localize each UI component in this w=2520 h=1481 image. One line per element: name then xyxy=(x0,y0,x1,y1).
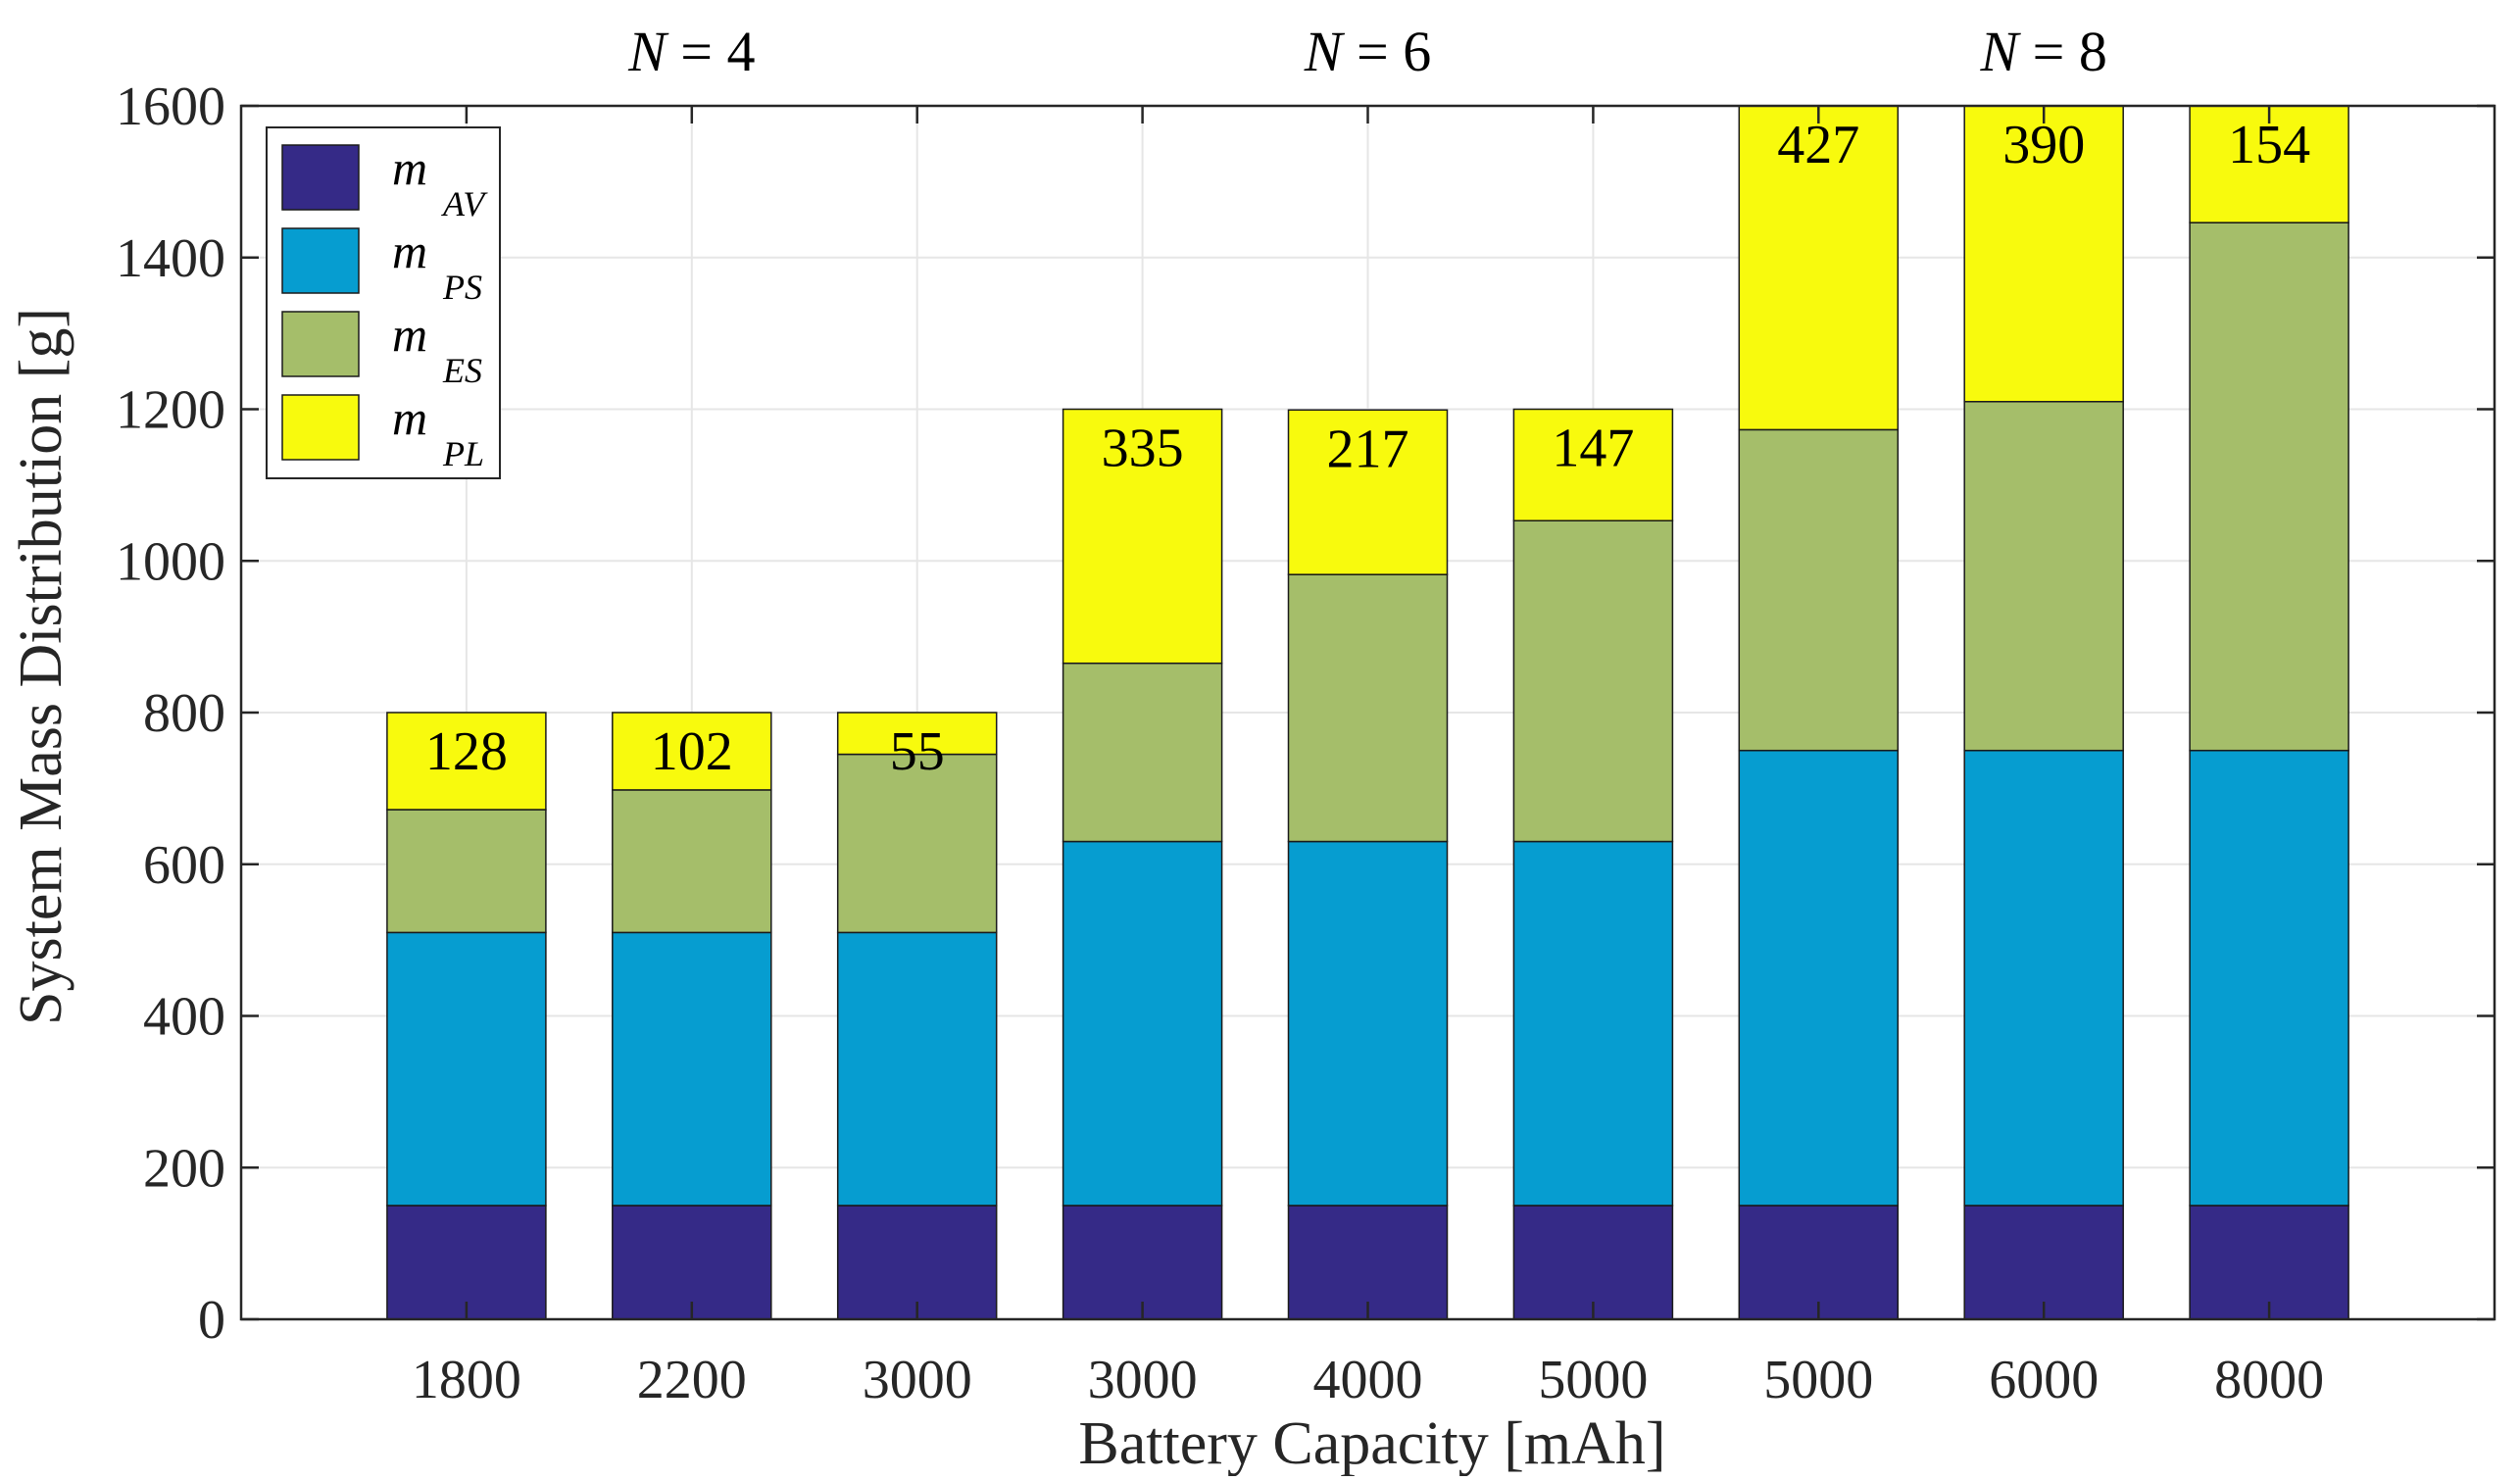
y-tick-label: 200 xyxy=(143,1138,225,1199)
legend-swatch xyxy=(281,144,360,211)
bar-segment-m-av xyxy=(836,1205,998,1320)
x-tick-label: 5000 xyxy=(1763,1350,1873,1410)
axes-layer: 0 200 400 600 800 1000 1200 1400 1600 1800 2200 300… xyxy=(116,76,2496,1410)
x-tick-label: 4000 xyxy=(1313,1350,1423,1410)
bar-segment-m-av xyxy=(1738,1205,1900,1320)
bar-segment-m-pl xyxy=(612,712,772,791)
bar-segment-m-ps xyxy=(2189,749,2349,1207)
y-axis-title: System Mass Distribution [g] xyxy=(8,308,74,1025)
legend-label-subscript: AV xyxy=(441,184,488,223)
bar-segment-m-av xyxy=(1062,1205,1223,1320)
data-label: 335 xyxy=(1102,419,1184,479)
bar-segment-m-av xyxy=(612,1205,772,1320)
bar-segment-m-es xyxy=(612,789,772,934)
group-label: N = 4 xyxy=(627,20,755,83)
bar-segment-m-pl xyxy=(2189,105,2349,223)
bar-segment-m-ps xyxy=(1512,840,1674,1207)
bar-segment-m-es xyxy=(1062,662,1223,843)
bar-segment-m-ps xyxy=(1287,840,1449,1207)
bar-segment-m-es xyxy=(1287,573,1449,843)
bar-segment-m-es xyxy=(1512,519,1674,843)
bar-segment-m-pl xyxy=(386,712,547,811)
y-tick-label: 800 xyxy=(143,683,225,744)
bar-segment-m-pl xyxy=(1062,408,1223,665)
legend-label-subscript: ES xyxy=(442,351,482,390)
legend-swatch xyxy=(281,311,360,377)
y-tick-label: 400 xyxy=(143,987,225,1048)
legend-swatch xyxy=(281,394,360,461)
data-label: 217 xyxy=(1327,419,1409,479)
y-tick-label: 600 xyxy=(143,835,225,896)
bars-layer xyxy=(386,105,2349,1320)
bar-segment-m-pl xyxy=(1963,105,2124,403)
data-label: 128 xyxy=(425,721,508,782)
bar-segment-m-ps xyxy=(1062,840,1223,1207)
y-tick-label: 1200 xyxy=(116,380,225,441)
labels-layer: 128 102 55 335 217 147 427 390 154 N = 4 N = 6 N = … xyxy=(425,20,2310,782)
group-label: N = 8 xyxy=(1979,20,2106,83)
bar-segment-m-ps xyxy=(612,931,772,1207)
x-tick-label: 3000 xyxy=(1088,1350,1198,1410)
bar-segment-m-es xyxy=(386,809,547,934)
bar-segment-m-pl xyxy=(1287,409,1449,575)
legend-label-subscript: PL xyxy=(442,434,484,473)
legend-label-subscript: PS xyxy=(442,268,482,307)
x-tick-label: 8000 xyxy=(2214,1350,2324,1410)
legend-label: m xyxy=(392,140,427,195)
x-axis-title: Battery Capacity [mAh] xyxy=(1078,1410,1665,1476)
y-tick-label: 1000 xyxy=(116,531,225,592)
data-label: 154 xyxy=(2228,115,2310,175)
legend: m AV m PS m ES m PL xyxy=(266,126,501,479)
x-tick-label: 1800 xyxy=(412,1350,521,1410)
data-label: 102 xyxy=(651,721,733,782)
y-tick-label: 1600 xyxy=(116,76,225,137)
bar-segment-m-av xyxy=(1512,1205,1674,1320)
bar-segment-m-ps xyxy=(836,931,998,1207)
group-label: N = 6 xyxy=(1304,20,1431,83)
x-tick-label: 6000 xyxy=(1989,1350,2099,1410)
legend-swatch xyxy=(281,227,360,294)
bar-segment-m-pl xyxy=(836,712,998,756)
bar-segment-m-es xyxy=(836,753,998,934)
bar-segment-m-ps xyxy=(1963,749,2124,1207)
data-label: 427 xyxy=(1777,115,1859,175)
bar-segment-m-pl xyxy=(1738,105,1900,431)
legend-label: m xyxy=(392,223,427,278)
bar-segment-m-pl xyxy=(1512,408,1674,521)
data-label: 147 xyxy=(1552,419,1634,479)
bar-segment-m-es xyxy=(1963,401,2124,752)
data-label: 390 xyxy=(2002,115,2085,175)
bar-segment-m-ps xyxy=(386,931,547,1207)
y-tick-label: 1400 xyxy=(116,228,225,289)
x-tick-label: 5000 xyxy=(1538,1350,1648,1410)
bar-segment-m-av xyxy=(1287,1205,1449,1320)
data-label: 55 xyxy=(890,721,945,782)
y-tick-label: 0 xyxy=(198,1290,225,1351)
bar-segment-m-es xyxy=(2189,222,2349,752)
bar-segment-m-ps xyxy=(1738,749,1900,1207)
x-tick-label: 3000 xyxy=(863,1350,972,1410)
legend-label: m xyxy=(392,390,427,445)
bar-segment-m-es xyxy=(1738,428,1900,752)
x-tick-label: 2200 xyxy=(637,1350,747,1410)
legend-label: m xyxy=(392,307,427,362)
